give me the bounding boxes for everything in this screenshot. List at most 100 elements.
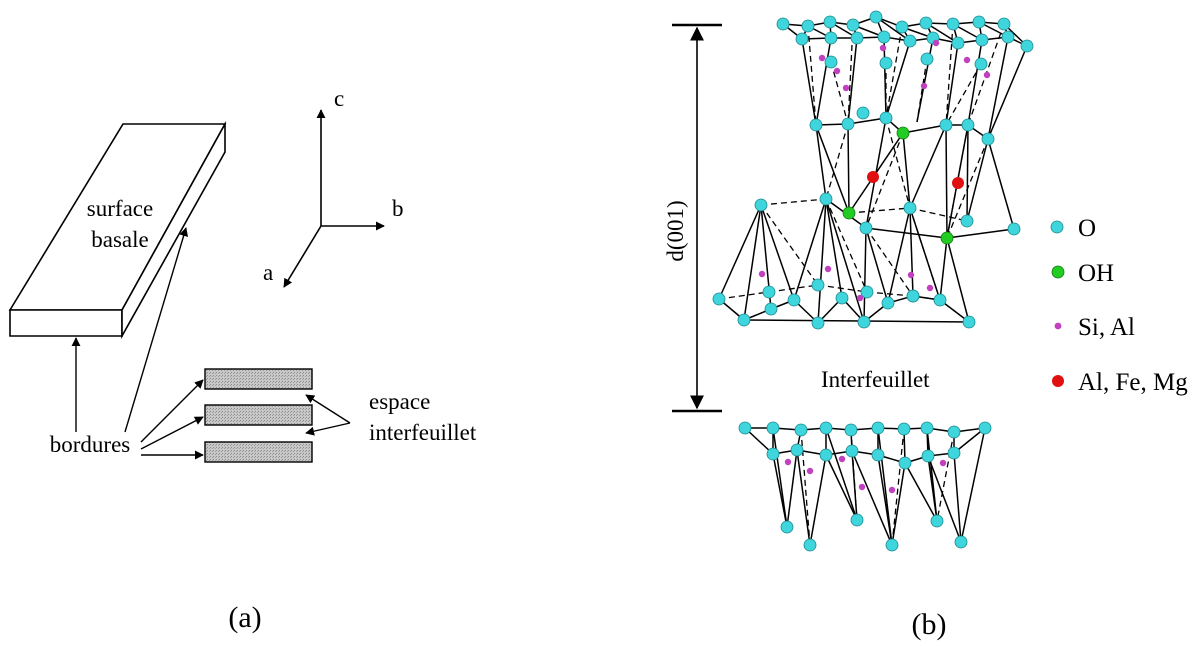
middle-sheet-hidden-edge — [718, 291, 770, 300]
bottom-tetra-edge — [851, 450, 893, 546]
bottom-tetra-edge — [953, 452, 962, 543]
bottom-tetra-edge — [960, 427, 986, 543]
oct-hidden-edge — [885, 117, 911, 209]
oxygen-atom — [762, 285, 776, 299]
middle-tetra-edge — [939, 237, 948, 301]
oxygen-atom — [776, 17, 790, 31]
oxygen-atom — [764, 302, 778, 316]
oxygen-atom — [903, 34, 917, 48]
oxygen-atom — [939, 118, 953, 132]
interlayer-label: Interfeuillet — [821, 367, 930, 392]
middle-tetra-edge — [743, 204, 762, 321]
layer-2 — [204, 404, 313, 426]
oxygen-atom — [879, 56, 893, 70]
legend-item-si-al: Si, Al — [1054, 314, 1135, 341]
oxygen-atom — [1007, 222, 1021, 236]
si-al-atom — [939, 459, 947, 467]
oxygen-atom — [921, 449, 935, 463]
middle-tetra-edge — [946, 237, 970, 323]
oxygen-atom — [881, 296, 895, 310]
axis-b-label: b — [392, 196, 404, 221]
oxygen-atom — [920, 52, 934, 66]
oct-edge — [847, 123, 850, 214]
oxygen-atom — [790, 443, 804, 457]
oct-sheet-edge — [946, 228, 1015, 239]
bottom-tetra-edge — [796, 449, 811, 546]
bottom-sheet-edge — [953, 427, 986, 454]
bottom-tetra-edge — [877, 427, 893, 546]
middle-tetra-edge — [865, 227, 889, 304]
si-al-atom — [879, 44, 887, 52]
oct-edge — [909, 124, 947, 209]
top-tetra-edge — [885, 40, 911, 119]
surface-label-line2: basale — [91, 227, 148, 252]
oxygen-atom — [811, 278, 825, 292]
oxygen-atom — [841, 117, 855, 131]
caption-b: (b) — [912, 608, 947, 641]
oxygen-atom — [869, 10, 883, 24]
arrow-to-layer-1 — [140, 379, 204, 443]
si-al-atom — [926, 284, 934, 292]
oxygen-atom — [712, 292, 726, 306]
oxygen-atom — [895, 20, 909, 34]
si-al-atom — [858, 483, 866, 491]
middle-sheet-hidden-edge — [866, 291, 914, 297]
oxygen-atom — [1001, 30, 1015, 44]
oxygen-atom — [787, 293, 801, 307]
bottom-tetra-edge — [904, 462, 938, 522]
oct-sheet-edge — [902, 124, 947, 134]
bottom-tetra-edge — [927, 455, 962, 543]
top-tetra-hidden-edge — [807, 25, 817, 126]
top-tetra-edge — [987, 36, 1009, 140]
oxygen-atom — [801, 19, 815, 33]
oxygen-atom — [933, 293, 947, 307]
si-al-atom — [838, 455, 846, 463]
oxygen-atom — [856, 106, 870, 120]
oxygen-atom — [819, 192, 833, 206]
oxygen-atom — [859, 221, 873, 235]
oxygen-atom — [754, 198, 768, 212]
oxygen-atom — [906, 289, 920, 303]
oxygen-atom — [879, 111, 893, 125]
middle-tetra-edge — [793, 198, 827, 301]
middle-tetra-edge — [863, 227, 867, 323]
d001-label: d(001) — [663, 200, 688, 261]
middle-sheet-edge — [743, 319, 970, 323]
oct-sheet-edge — [865, 227, 948, 239]
si-al-atom — [932, 39, 940, 47]
middle-sheet-hidden-edge — [760, 198, 827, 206]
arrow-to-layer-2 — [140, 416, 204, 450]
oxygen-atom — [997, 17, 1011, 31]
stacked-layers — [204, 368, 313, 463]
oxygen-atom — [919, 16, 933, 30]
oct-edge — [815, 124, 850, 214]
d001-dimension — [672, 23, 722, 413]
oct-edge — [987, 138, 1015, 230]
middle-tetra-hidden-edge — [909, 207, 941, 301]
si-al-atom — [833, 67, 841, 75]
legend-label-al-fe-mg: Al, Fe, Mg — [1078, 369, 1188, 396]
oxygen-atom — [946, 17, 960, 31]
middle-tetra-edge — [817, 198, 827, 324]
clay-platelet — [8, 120, 227, 340]
oxygen-atom — [920, 421, 934, 435]
oxygen-atom — [794, 423, 808, 437]
oct-edge — [815, 124, 827, 200]
oxygen-atom — [811, 316, 825, 330]
oxygen-atom — [846, 18, 860, 32]
top-tetra-edge — [815, 37, 832, 126]
bottom-tetra-edge — [891, 462, 906, 546]
oxygen-atom — [857, 315, 871, 329]
bonds-solid — [718, 16, 1028, 546]
oxygen-atom — [766, 421, 780, 435]
bottom-tetra-edge — [825, 454, 858, 521]
espace-label-line2: interfeuillet — [369, 420, 477, 445]
si-al-atom — [784, 458, 792, 466]
panel-a: surface basale c b a bordures — [8, 86, 477, 634]
oxygen-atom — [885, 538, 899, 552]
oxygen-atom — [850, 513, 864, 527]
arrow-to-gap-1 — [305, 394, 351, 424]
oxygen-atom — [903, 201, 917, 215]
top-sheet-edge — [875, 16, 911, 42]
hydroxyl-atom-icon — [1051, 265, 1065, 279]
